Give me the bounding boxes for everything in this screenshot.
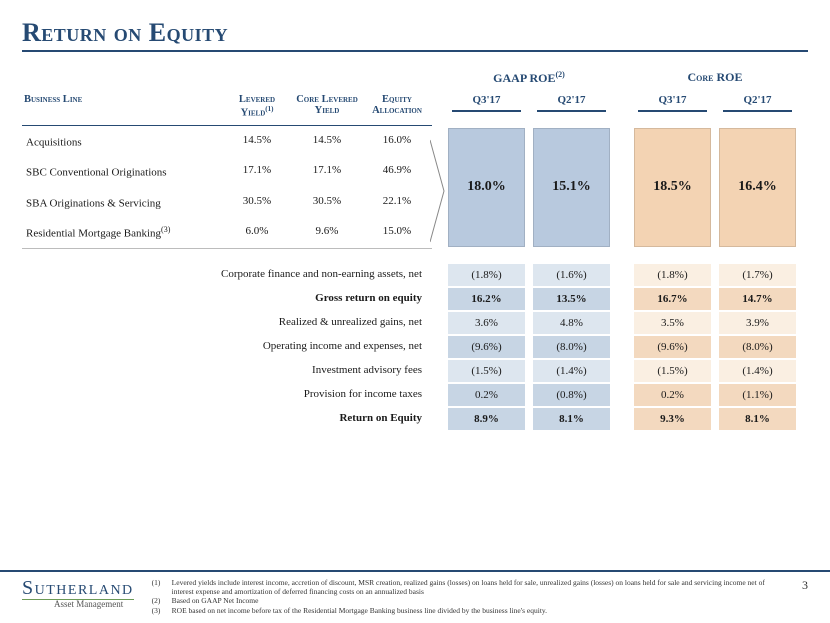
cell-ly: 17.1%: [222, 156, 292, 187]
detail-cell: (1.4%): [719, 360, 796, 382]
cell-ea: 46.9%: [362, 156, 432, 187]
page-number: 3: [802, 578, 808, 593]
cell-ea: 22.1%: [362, 187, 432, 218]
table-row-label: SBA Originations & Servicing: [22, 187, 222, 218]
col-levered-yield: Levered Yield(1): [222, 88, 292, 126]
col-gaap-q2: Q2'17: [529, 88, 614, 126]
table-row-label: Residential Mortgage Banking(3): [22, 217, 222, 249]
detail-cell: 16.2%: [448, 288, 525, 310]
detail-cell: 3.6%: [448, 312, 525, 334]
detail-label: Realized & unrealized gains, net: [22, 311, 432, 335]
logo: Sutherland Asset Management: [22, 578, 134, 609]
footnotes: (1)Levered yields include interest incom…: [152, 578, 784, 616]
table-row-label: Acquisitions: [22, 126, 222, 157]
detail-cell: (1.7%): [719, 264, 796, 286]
big-gaap-q3: 18.0%: [448, 128, 525, 248]
col-core-levered-yield: Core Levered Yield: [292, 88, 362, 126]
detail-cell: 16.7%: [634, 288, 711, 310]
logo-sub: Asset Management: [22, 600, 134, 609]
detail-cell: (0.8%): [533, 384, 610, 406]
detail-cell: 0.2%: [448, 384, 525, 406]
detail-cell: 3.5%: [634, 312, 711, 334]
detail-cell: 3.9%: [719, 312, 796, 334]
cell-ea: 16.0%: [362, 126, 432, 157]
detail-label: Operating income and expenses, net: [22, 335, 432, 359]
detail-cell: (8.0%): [719, 336, 796, 358]
col-core-q2: Q2'17: [715, 88, 800, 126]
cell-cly: 30.5%: [292, 187, 362, 218]
arrow-icon: [432, 126, 444, 250]
col-equity-allocation: Equity Allocation: [362, 88, 432, 126]
detail-cell: 14.7%: [719, 288, 796, 310]
detail-cell: 13.5%: [533, 288, 610, 310]
detail-cell: (1.1%): [719, 384, 796, 406]
detail-label: Investment advisory fees: [22, 359, 432, 383]
cell-cly: 17.1%: [292, 156, 362, 187]
detail-label: Gross return on equity: [22, 287, 432, 311]
table-row-label: SBC Conventional Originations: [22, 156, 222, 187]
col-core-q3: Q3'17: [630, 88, 715, 126]
footer: Sutherland Asset Management (1)Levered y…: [0, 570, 830, 623]
detail-cell: 8.1%: [719, 408, 796, 430]
col-gaap-q3: Q3'17: [444, 88, 529, 126]
detail-cell: (1.6%): [533, 264, 610, 286]
detail-cell: 8.9%: [448, 408, 525, 430]
col-business-line: Business Line: [22, 88, 222, 126]
detail-label: Corporate finance and non-earning assets…: [22, 263, 432, 287]
logo-main: Sutherland: [22, 578, 134, 600]
big-core-q2: 16.4%: [719, 128, 796, 248]
big-core-q3: 18.5%: [634, 128, 711, 248]
cell-ly: 14.5%: [222, 126, 292, 157]
detail-cell: (1.4%): [533, 360, 610, 382]
cell-ea: 15.0%: [362, 217, 432, 249]
roe-table: GAAP ROE(2) Core ROE Business Line Lever…: [22, 70, 808, 431]
big-gaap-q2: 15.1%: [533, 128, 610, 248]
group-header-core: Core ROE: [630, 70, 800, 88]
detail-cell: (9.6%): [634, 336, 711, 358]
cell-ly: 6.0%: [222, 217, 292, 249]
group-header-gaap: GAAP ROE(2): [444, 70, 614, 88]
detail-label: Provision for income taxes: [22, 383, 432, 407]
cell-ly: 30.5%: [222, 187, 292, 218]
detail-cell: (1.8%): [634, 264, 711, 286]
detail-cell: (8.0%): [533, 336, 610, 358]
detail-cell: 9.3%: [634, 408, 711, 430]
detail-cell: (1.5%): [448, 360, 525, 382]
detail-cell: 0.2%: [634, 384, 711, 406]
detail-cell: (1.8%): [448, 264, 525, 286]
detail-cell: (9.6%): [448, 336, 525, 358]
cell-cly: 14.5%: [292, 126, 362, 157]
cell-cly: 9.6%: [292, 217, 362, 249]
page-title: Return on Equity: [22, 18, 808, 52]
detail-cell: (1.5%): [634, 360, 711, 382]
detail-label: Return on Equity: [22, 407, 432, 431]
detail-cell: 8.1%: [533, 408, 610, 430]
detail-cell: 4.8%: [533, 312, 610, 334]
